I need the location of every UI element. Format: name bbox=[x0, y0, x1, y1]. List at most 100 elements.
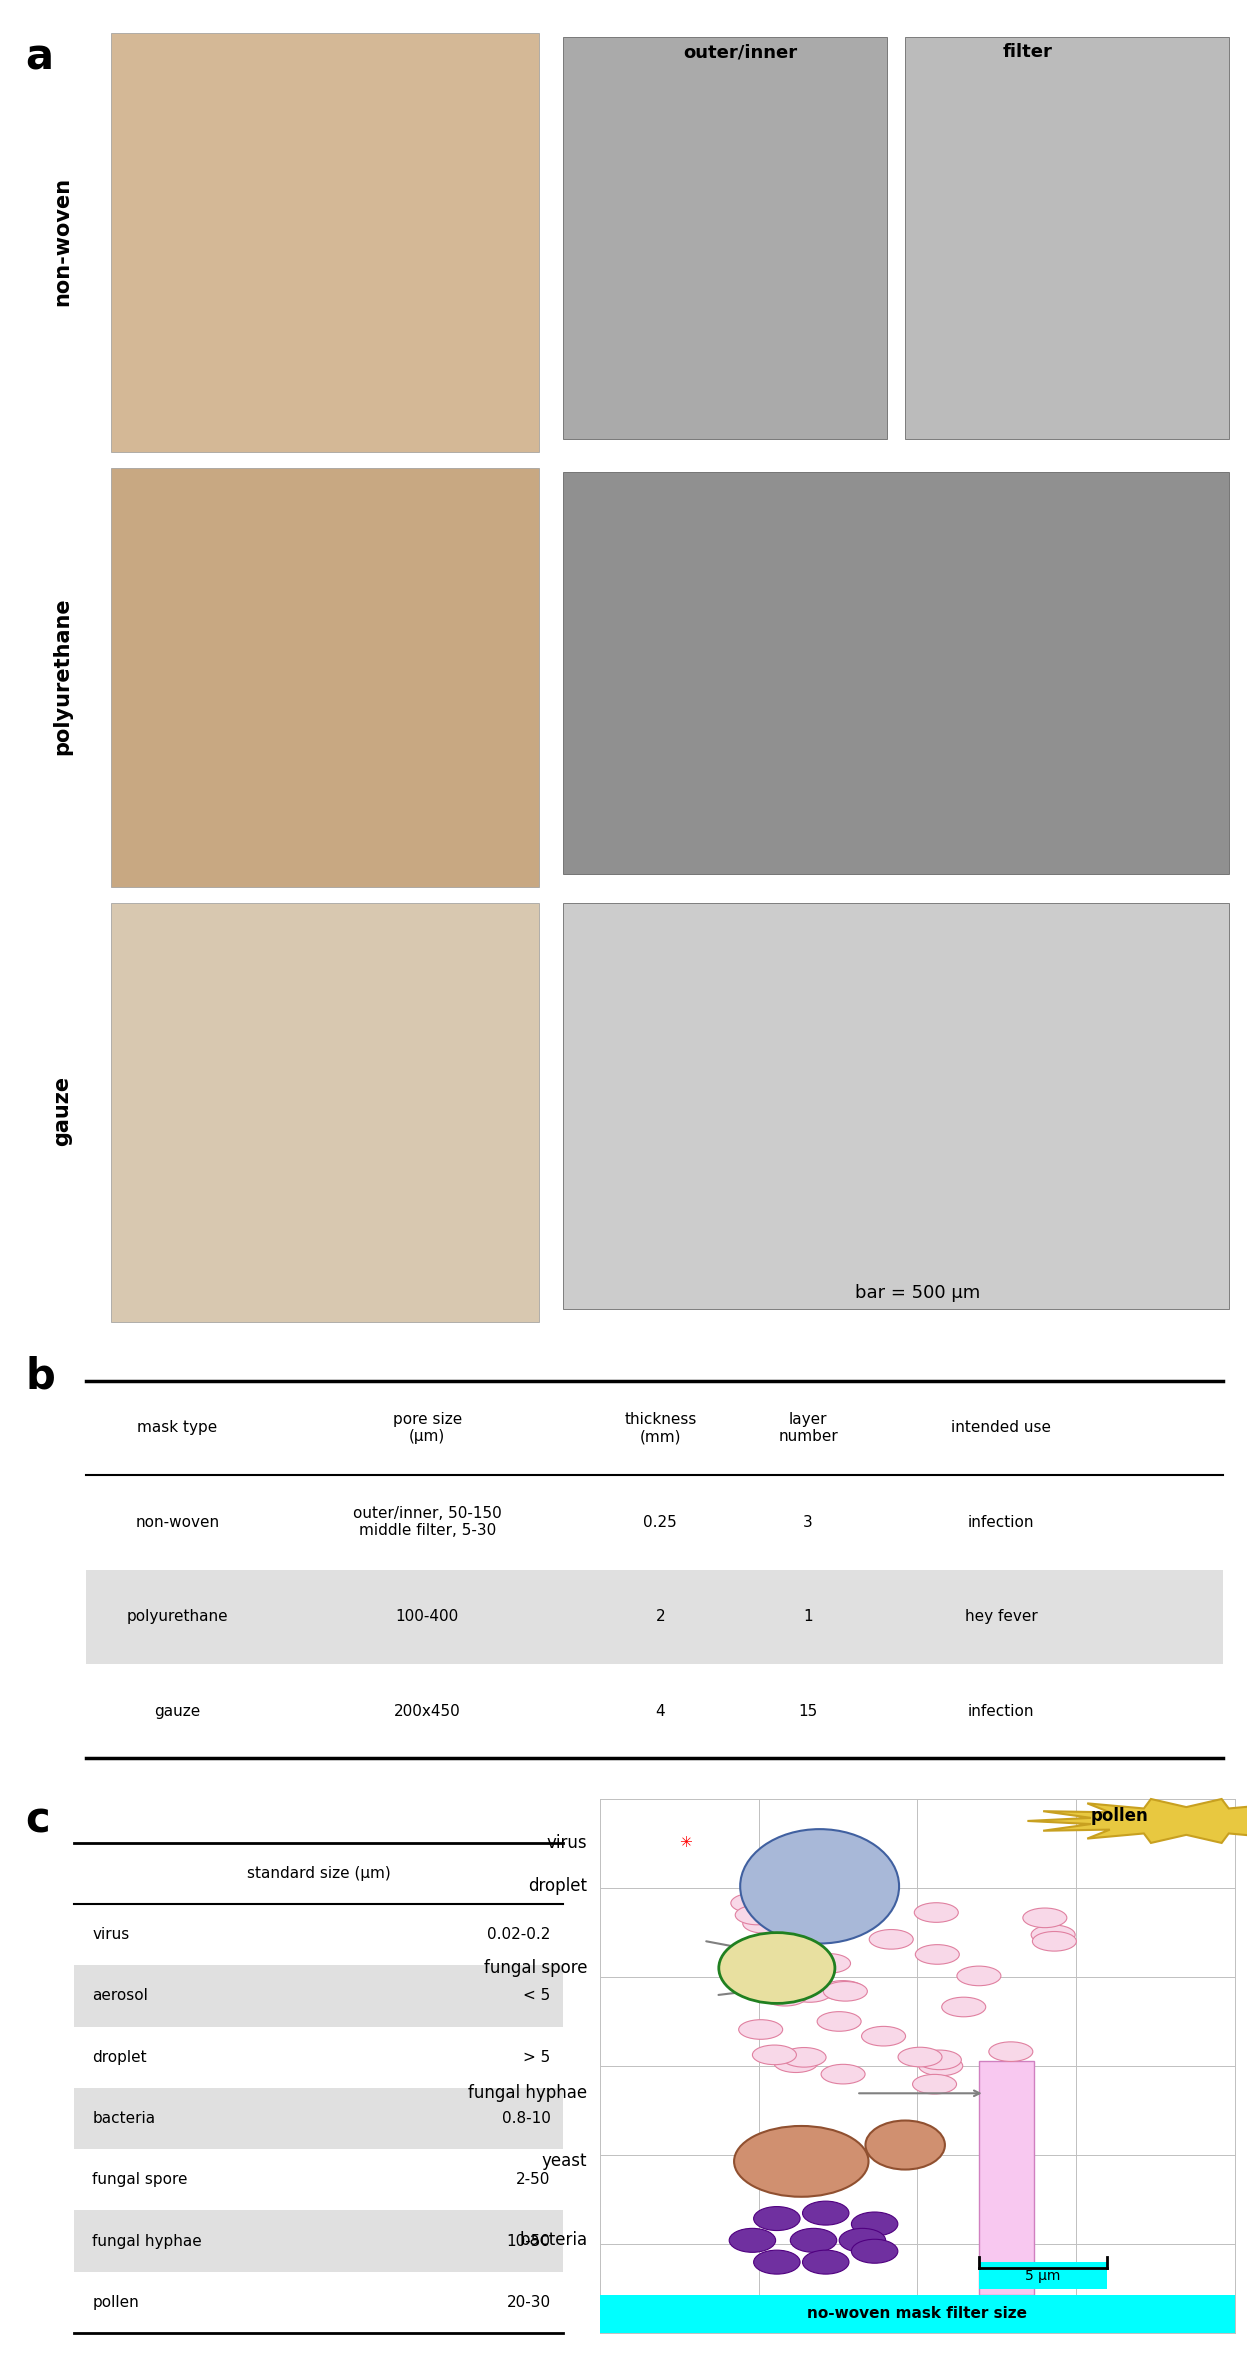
FancyBboxPatch shape bbox=[563, 902, 1228, 1309]
Text: < 5: < 5 bbox=[523, 1989, 551, 2003]
FancyBboxPatch shape bbox=[111, 468, 538, 888]
Circle shape bbox=[806, 1953, 850, 1972]
Text: non-woven: non-woven bbox=[52, 177, 72, 305]
Text: 20-30: 20-30 bbox=[507, 2296, 551, 2310]
Text: layer
number: layer number bbox=[779, 1412, 838, 1443]
Text: infection: infection bbox=[968, 1514, 1034, 1531]
Text: mask type: mask type bbox=[137, 1420, 218, 1436]
Circle shape bbox=[956, 1965, 1000, 1986]
Text: 2: 2 bbox=[655, 1609, 665, 1625]
Circle shape bbox=[736, 1906, 779, 1925]
Ellipse shape bbox=[753, 2251, 800, 2275]
FancyBboxPatch shape bbox=[905, 38, 1228, 439]
Circle shape bbox=[915, 1944, 959, 1965]
FancyBboxPatch shape bbox=[74, 1965, 563, 2027]
Text: intended use: intended use bbox=[951, 1420, 1051, 1436]
Text: 0.02-0.2: 0.02-0.2 bbox=[488, 1927, 551, 1942]
Circle shape bbox=[1032, 1932, 1076, 1951]
Text: 0.8-10: 0.8-10 bbox=[501, 2112, 551, 2126]
Text: 10-50: 10-50 bbox=[507, 2234, 551, 2249]
Circle shape bbox=[941, 1998, 985, 2017]
Text: gauze: gauze bbox=[154, 1703, 200, 1720]
Text: virus: virus bbox=[547, 1833, 587, 1852]
Text: fungal hyphae: fungal hyphae bbox=[469, 2083, 587, 2102]
Ellipse shape bbox=[718, 1932, 835, 2003]
Circle shape bbox=[752, 2045, 796, 2064]
Text: 200x450: 200x450 bbox=[394, 1703, 461, 1720]
Text: standard size (μm): standard size (μm) bbox=[247, 1866, 391, 1880]
FancyBboxPatch shape bbox=[979, 2060, 1033, 2296]
Text: yeast: yeast bbox=[542, 2152, 587, 2171]
Text: a: a bbox=[25, 38, 53, 78]
Text: no-woven mask filter size: no-woven mask filter size bbox=[808, 2305, 1027, 2322]
Text: pollen: pollen bbox=[92, 2296, 139, 2310]
Text: 4: 4 bbox=[655, 1703, 665, 1720]
Text: bacteria: bacteria bbox=[92, 2112, 155, 2126]
Text: virus: virus bbox=[92, 1927, 130, 1942]
Circle shape bbox=[823, 1982, 867, 2001]
Text: 0.25: 0.25 bbox=[644, 1514, 677, 1531]
Circle shape bbox=[843, 1897, 887, 1916]
Circle shape bbox=[919, 2057, 963, 2076]
Ellipse shape bbox=[839, 2227, 886, 2253]
Circle shape bbox=[774, 2053, 818, 2071]
Circle shape bbox=[818, 2012, 861, 2031]
Text: > 5: > 5 bbox=[523, 2050, 551, 2064]
Circle shape bbox=[822, 2064, 866, 2083]
Text: infection: infection bbox=[968, 1703, 1034, 1720]
Circle shape bbox=[989, 2041, 1033, 2062]
Circle shape bbox=[915, 1904, 959, 1923]
Ellipse shape bbox=[730, 2227, 776, 2253]
Text: pollen: pollen bbox=[1090, 1807, 1148, 1823]
Circle shape bbox=[869, 1930, 914, 1949]
FancyBboxPatch shape bbox=[111, 33, 538, 451]
Ellipse shape bbox=[852, 2239, 898, 2263]
Circle shape bbox=[764, 1986, 808, 2005]
Polygon shape bbox=[1027, 1800, 1260, 1842]
Text: outer/inner: outer/inner bbox=[683, 43, 798, 61]
Text: droplet: droplet bbox=[92, 2050, 147, 2064]
Ellipse shape bbox=[740, 1828, 900, 1944]
Circle shape bbox=[912, 2074, 956, 2095]
Ellipse shape bbox=[803, 2201, 849, 2225]
Text: polyurethane: polyurethane bbox=[126, 1609, 228, 1625]
Text: non-woven: non-woven bbox=[135, 1514, 219, 1531]
Circle shape bbox=[788, 1982, 832, 2003]
Text: fungal hyphae: fungal hyphae bbox=[92, 2234, 202, 2249]
Text: b: b bbox=[25, 1356, 55, 1398]
FancyBboxPatch shape bbox=[74, 2088, 563, 2149]
Ellipse shape bbox=[735, 2126, 868, 2197]
Circle shape bbox=[745, 1897, 789, 1918]
Circle shape bbox=[1023, 1908, 1067, 1927]
Circle shape bbox=[917, 2050, 961, 2069]
Text: c: c bbox=[25, 1800, 50, 1840]
FancyBboxPatch shape bbox=[563, 38, 887, 439]
Text: 2-50: 2-50 bbox=[517, 2173, 551, 2187]
Circle shape bbox=[1031, 1925, 1075, 1944]
Text: hey fever: hey fever bbox=[965, 1609, 1038, 1625]
Text: 3: 3 bbox=[803, 1514, 813, 1531]
Circle shape bbox=[822, 1982, 864, 2001]
Text: droplet: droplet bbox=[528, 1878, 587, 1894]
Text: pore size
(μm): pore size (μm) bbox=[393, 1412, 462, 1443]
Ellipse shape bbox=[790, 2227, 837, 2253]
Ellipse shape bbox=[866, 2121, 945, 2171]
Text: gauze: gauze bbox=[52, 1077, 72, 1146]
Circle shape bbox=[738, 2020, 782, 2038]
FancyBboxPatch shape bbox=[74, 2211, 563, 2272]
Ellipse shape bbox=[852, 2213, 898, 2237]
Text: thickness
(mm): thickness (mm) bbox=[624, 1412, 697, 1443]
Circle shape bbox=[898, 2048, 942, 2067]
Circle shape bbox=[731, 1894, 775, 1913]
Text: bar = 500 μm: bar = 500 μm bbox=[854, 1285, 980, 1301]
Text: polyurethane: polyurethane bbox=[52, 598, 72, 756]
Circle shape bbox=[742, 1913, 786, 1932]
Text: outer/inner, 50-150
middle filter, 5-30: outer/inner, 50-150 middle filter, 5-30 bbox=[353, 1507, 501, 1538]
Text: 100-400: 100-400 bbox=[396, 1609, 459, 1625]
Text: filter: filter bbox=[1003, 43, 1052, 61]
Text: fungal spore: fungal spore bbox=[484, 1958, 587, 1977]
FancyBboxPatch shape bbox=[111, 902, 538, 1323]
Text: fungal spore: fungal spore bbox=[92, 2173, 188, 2187]
Circle shape bbox=[782, 2048, 827, 2067]
FancyBboxPatch shape bbox=[979, 2263, 1106, 2289]
